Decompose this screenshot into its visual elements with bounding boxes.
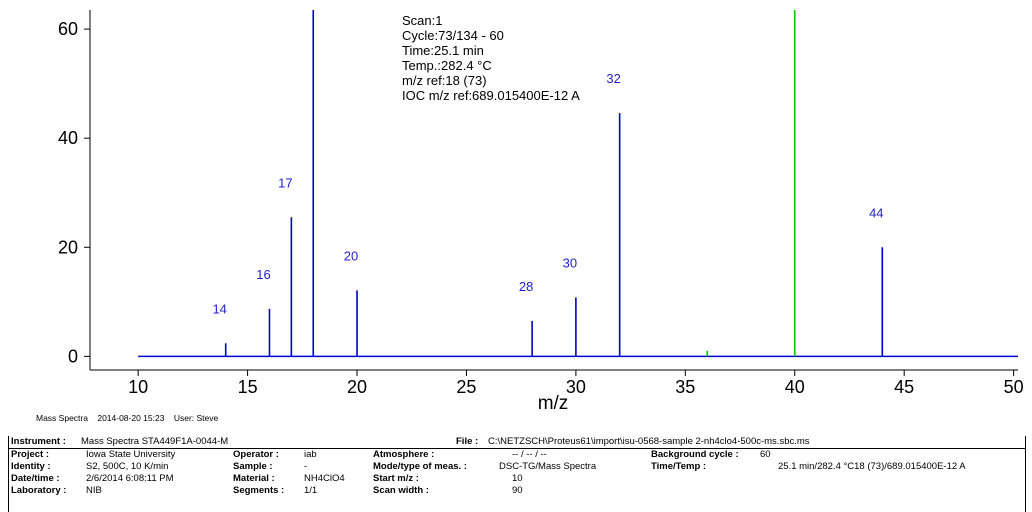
x-tick-label: 20 [347,377,367,397]
peak-label: 44 [869,205,883,220]
peak-label: 28 [519,279,533,294]
annotation-line: IOC m/z ref:689.015400E-12 A [402,88,580,103]
report-footer-line: Mass Spectra 2014-08-20 15:23 User: Stev… [36,413,225,423]
measurement-info-table: Instrument : Mass Spectra STA449F1A-0044… [8,436,1026,512]
project-value: Iowa State University [86,449,176,460]
x-tick-label: 10 [128,377,148,397]
start-mz-label: Start m/z : [373,473,419,484]
annotation-line: Temp.:282.4 °C [402,58,492,73]
scan-width-value: 90 [512,485,523,496]
y-tick-label: 60 [58,19,78,39]
datetime-value: 2/6/2014 6:08:11 PM [86,473,174,484]
peak-label: 14 [212,301,226,316]
footer-user: User: Steve [173,413,219,423]
background-cycle-label: Background cycle : [651,449,739,460]
x-tick-label: 35 [675,377,695,397]
mass-spectrum-chart: 10 15 20 25 30 35 40 45 50 0 20 40 60 14 16 17 20 28 30 32 4… [58,10,1024,410]
peak-label: 16 [256,267,270,282]
file-label: File : [456,436,479,447]
mode-label: Mode/type of meas. : [373,461,467,472]
laboratory-value: NIB [86,485,102,496]
segments-value: 1/1 [304,485,318,496]
y-tick-label: 0 [68,346,78,366]
material-value: NH4ClO4 [304,473,345,484]
x-tick-label: 50 [1004,377,1024,397]
annotation-line: Scan:1 [402,13,442,28]
annotation-line: m/z ref:18 (73) [402,73,487,88]
table-row: Instrument : Mass Spectra STA449F1A-0044… [9,436,1025,449]
x-tick-label: 45 [894,377,914,397]
material-label: Material : [233,473,275,484]
time-temp-label: Time/Temp : [651,461,707,472]
file-value: C:\NETZSCH\Proteus61\import\isu-0568-sam… [488,436,810,447]
x-tick-label: 40 [785,377,805,397]
table-row: Project : Iowa State University Operator… [9,449,1025,461]
project-label: Project : [11,449,50,460]
table-row: Laboratory : NIB Segments : 1/1 Scan wid… [9,485,1025,497]
identity-value: S2, 500C, 10 K/min [86,461,169,472]
footer-instrument: Mass Spectra [36,413,88,423]
sample-label: Sample : [233,461,273,472]
segments-label: Segments : [233,485,285,496]
annotation-line: Cycle:73/134 - 60 [402,28,504,43]
annotation-line: Time:25.1 min [402,43,484,58]
x-axis-title: m/z [538,393,569,410]
y-tick-label: 40 [58,128,78,148]
x-tick-label: 15 [238,377,258,397]
datetime-label: Date/time : [11,473,60,484]
time-temp-value: 25.1 min/282.4 °C18 (73)/689.015400E-12 … [778,461,966,472]
operator-value: iab [304,449,317,460]
atmosphere-label: Atmosphere : [373,449,435,460]
mode-value: DSC-TG/Mass Spectra [499,461,597,472]
x-tick-label: 30 [566,377,586,397]
identity-label: Identity : [11,461,51,472]
peak-label: 17 [278,175,292,190]
laboratory-label: Laboratory : [11,485,67,496]
sample-value: - [304,461,308,472]
y-tick-label: 20 [58,237,78,257]
background-cycle-value: 60 [760,449,771,460]
atmosphere-value: -- / -- / -- [512,449,547,460]
peak-label: 20 [344,248,358,263]
operator-label: Operator : [233,449,279,460]
scan-width-label: Scan width : [373,485,429,496]
start-mz-value: 10 [512,473,523,484]
table-row: Identity : S2, 500C, 10 K/min Sample : -… [9,461,1025,473]
peak-label: 30 [563,255,577,270]
peak-label: 32 [606,71,620,86]
footer-datetime: 2014-08-20 15:23 [97,413,165,423]
x-tick-label: 25 [456,377,476,397]
instrument-value: Mass Spectra STA449F1A-0044-M [81,436,229,447]
instrument-label: Instrument : [11,436,66,447]
table-row: Date/time : 2/6/2014 6:08:11 PM Material… [9,473,1025,485]
